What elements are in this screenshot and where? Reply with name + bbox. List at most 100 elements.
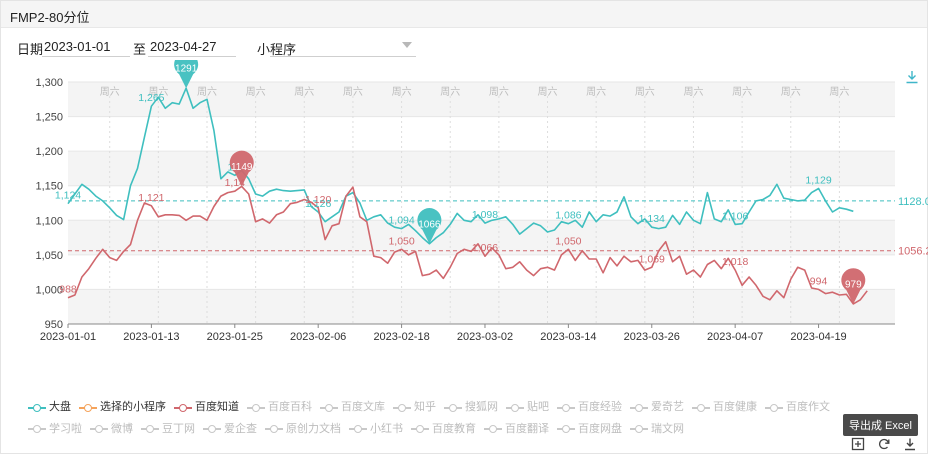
markpoint-label: 1291: [175, 64, 198, 75]
week-marker-label: 周六: [538, 86, 558, 98]
y-tick-label: 1,100: [35, 215, 63, 227]
legend-label: 豆丁网: [162, 422, 195, 435]
legend-item[interactable]: 百度网盘: [557, 420, 622, 439]
end-date-input[interactable]: [148, 36, 236, 57]
legend-label: 百度翻译: [505, 422, 549, 435]
grid-band: [68, 151, 895, 186]
legend-label: 小红书: [370, 422, 403, 435]
legend-label: 搜狐网: [465, 401, 498, 413]
average-label: 1128.0: [898, 196, 928, 208]
week-marker-label: 周六: [343, 86, 363, 98]
data-label: 1,126: [305, 198, 331, 210]
data-label: 1,265: [138, 92, 164, 104]
y-tick-label: 1,150: [35, 181, 63, 193]
legend-label: 瑞文网: [651, 422, 684, 435]
legend-item[interactable]: 原创力文档: [265, 420, 341, 439]
legend-marker-icon: [203, 424, 221, 434]
data-label: 1,066: [472, 242, 498, 254]
legend-item[interactable]: 爱奇艺: [630, 398, 684, 417]
legend-item[interactable]: 百度百科: [247, 398, 312, 417]
legend-item[interactable]: 贴吧: [506, 398, 549, 417]
series-line: [67, 185, 868, 305]
week-marker-label: 周六: [635, 86, 655, 98]
miniprogram-select[interactable]: [270, 36, 416, 57]
legend-item[interactable]: 百度文库: [320, 398, 385, 417]
title-bar: FMP2-80分位: [1, 1, 927, 28]
download-icon[interactable]: [905, 70, 919, 87]
legend-item[interactable]: 百度经验: [557, 398, 622, 417]
legend-item[interactable]: 百度知道: [174, 398, 239, 417]
data-label: 1,018: [722, 256, 748, 268]
week-marker-label: 周六: [683, 86, 703, 98]
legend-item[interactable]: 瑞文网: [630, 420, 684, 439]
y-tick-label: 1,200: [35, 146, 63, 158]
download-icon[interactable]: [903, 437, 917, 451]
week-marker-label: 周六: [197, 86, 217, 98]
legend-item[interactable]: 豆丁网: [141, 420, 195, 439]
markpoint-pin: [229, 150, 254, 187]
legend-item[interactable]: 百度健康: [692, 398, 757, 417]
legend-marker-icon: [630, 403, 648, 413]
legend-item[interactable]: 知乎: [393, 398, 436, 417]
add-icon[interactable]: [851, 437, 865, 451]
legend-label: 知乎: [414, 401, 436, 413]
y-tick-label: 950: [45, 319, 63, 331]
legend-item[interactable]: 百度教育: [411, 420, 476, 439]
data-label: 1,098: [472, 209, 498, 221]
legend-item[interactable]: 百度作文: [765, 398, 830, 417]
legend-item[interactable]: 大盘: [28, 398, 71, 417]
chevron-down-icon: [402, 42, 412, 48]
data-label: 1,050: [555, 235, 581, 247]
legend-item[interactable]: 选择的小程序: [79, 398, 166, 417]
data-label: 1,129: [805, 174, 831, 186]
data-label: 1,121: [138, 192, 164, 204]
x-tick-label: 2023-04-19: [790, 331, 846, 342]
refresh-icon[interactable]: [877, 437, 891, 451]
x-tick-label: 2023-03-26: [624, 331, 680, 342]
markpoint-label: 1149: [231, 162, 253, 173]
data-label: 1,106: [722, 210, 748, 222]
y-tick-label: 1,050: [35, 250, 63, 262]
legend-marker-icon: [557, 403, 575, 413]
legend-marker-icon: [265, 424, 283, 434]
legend-label: 百度作文: [786, 401, 830, 413]
legend-label: 贴吧: [527, 401, 549, 413]
legend-marker-icon: [174, 403, 192, 413]
legend-label: 百度教育: [432, 422, 476, 435]
legend-label: 大盘: [49, 401, 71, 413]
legend-marker-icon: [28, 403, 46, 413]
legend-marker-icon: [444, 403, 462, 413]
chart-legend: 大盘 选择的小程序 百度知道 百度百科 百度文库 知乎 搜狐网 贴吧 百度经验 爱奇艺 百度健康 百度…: [28, 398, 898, 441]
legend-label: 百度网盘: [578, 422, 622, 435]
legend-label: 选择的小程序: [100, 401, 166, 413]
x-tick-label: 2023-02-18: [373, 331, 429, 342]
legend-label: 学习啦: [49, 422, 82, 435]
legend-item[interactable]: 微博: [90, 420, 133, 439]
legend-label: 微博: [111, 422, 133, 435]
data-label: 1,050: [388, 235, 414, 247]
markpoint-label: 1066: [418, 219, 441, 230]
x-tick-label: 2023-01-01: [40, 331, 96, 342]
grid-band: [68, 289, 895, 324]
export-tooltip: 导出成 Excel: [843, 414, 918, 436]
legend-marker-icon: [79, 403, 97, 413]
week-marker-label: 周六: [246, 86, 266, 98]
legend-item[interactable]: 爱企查: [203, 420, 257, 439]
legend-marker-icon: [557, 424, 575, 434]
x-tick-label: 2023-01-13: [123, 331, 179, 342]
legend-item[interactable]: 小红书: [349, 420, 403, 439]
date-label: 日期: [17, 42, 44, 57]
grid-band: [68, 82, 895, 117]
legend-marker-icon: [393, 403, 411, 413]
legend-item[interactable]: 百度翻译: [484, 420, 549, 439]
week-marker-label: 周六: [440, 86, 460, 98]
legend-item[interactable]: 搜狐网: [444, 398, 498, 417]
legend-label: 原创力文档: [286, 422, 341, 435]
legend-label: 百度文库: [341, 401, 385, 413]
start-date-input[interactable]: [42, 36, 130, 57]
line-chart: 950 1,000 1,050 1,100 1,150 1,200 1,250 1,300 周六…: [35, 60, 928, 342]
legend-item[interactable]: 学习啦: [28, 420, 82, 439]
legend-marker-icon: [28, 424, 46, 434]
week-marker-label: 周六: [489, 86, 509, 98]
week-marker-label: 周六: [392, 86, 412, 98]
